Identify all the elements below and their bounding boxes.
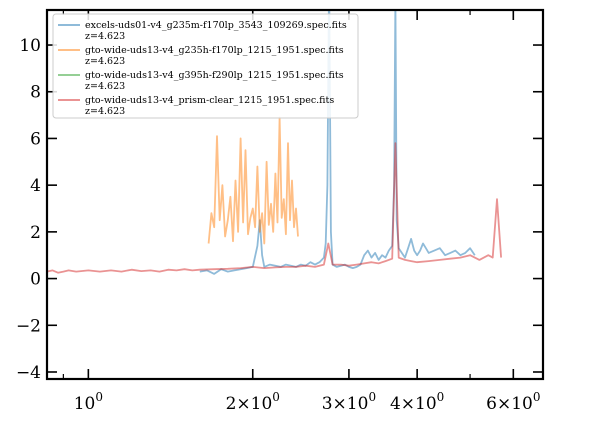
legend-label-2: gto-wide-uds13-v4_g235h-f170lp_1215_1951… <box>85 45 344 56</box>
y-tick-label: 4 <box>30 176 41 196</box>
y-tick-label: 6 <box>30 129 41 149</box>
y-tick-label: 0 <box>30 270 41 290</box>
legend-redshift-2: z=4.623 <box>85 56 125 67</box>
legend-label-4: gto-wide-uds13-v4_prism-clear_1215_1951.… <box>85 95 334 106</box>
x-tick-label: 2×100 <box>226 390 280 414</box>
y-tick-label: 8 <box>30 83 41 103</box>
y-tick-label: 2 <box>30 223 41 243</box>
x-tick-label: 3×100 <box>322 390 376 414</box>
legend-label-1: excels-uds01-v4_g235m-f170lp_3543_109269… <box>85 20 347 31</box>
axis-layer: −4 −2 0 2 4 6 8 10 100 2×100 3×100 4×100 6×100 <box>16 10 543 414</box>
legend: excels-uds01-v4_g235m-f170lp_3543_109269… <box>52 13 359 119</box>
y-tick-label: −2 <box>16 316 41 336</box>
series-layer <box>47 10 502 275</box>
legend-redshift-1: z=4.623 <box>85 31 125 42</box>
legend-redshift-4: z=4.623 <box>85 106 125 117</box>
x-tick-label: 100 <box>74 390 103 414</box>
x-tick-label: 6×100 <box>486 390 540 414</box>
x-tick-label: 4×100 <box>390 390 444 414</box>
series-line-2 <box>207 116 299 245</box>
y-tick-label: 10 <box>19 36 41 56</box>
series-line-1 <box>199 10 476 275</box>
y-tick-label: −4 <box>16 363 41 383</box>
legend-label-3: gto-wide-uds13-v4_g395h-f290lp_1215_1951… <box>85 70 344 81</box>
plot-frame <box>45 8 545 381</box>
legend-box <box>52 13 359 119</box>
series-line-4 <box>47 142 502 274</box>
legend-redshift-3: z=4.623 <box>85 81 125 92</box>
